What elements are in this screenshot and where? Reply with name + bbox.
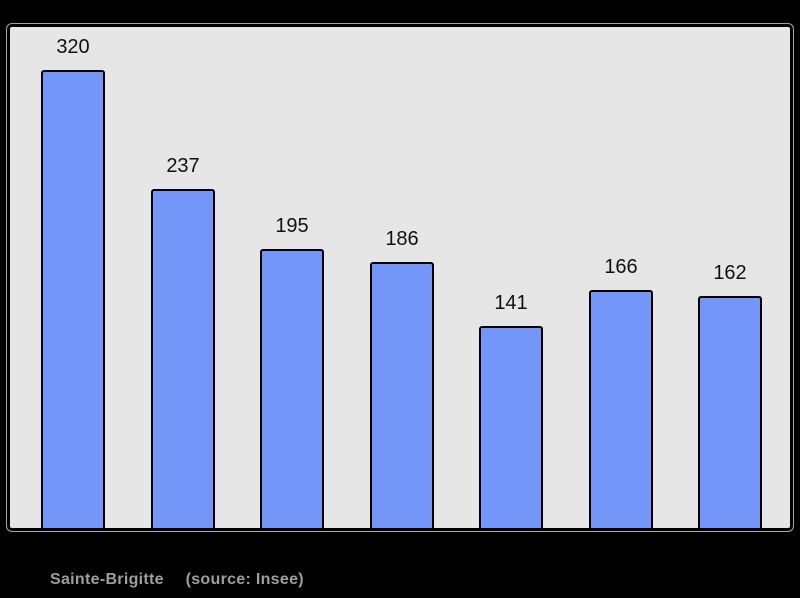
bar-value-label-3: 195 — [275, 215, 309, 237]
bar-value-label-1: 320 — [56, 36, 90, 58]
bar-value-label-2: 237 — [166, 155, 200, 177]
bar-4 — [370, 262, 434, 528]
bar-plot: 320 237 195 186 141 166 162 — [10, 27, 790, 528]
bar-7 — [698, 296, 762, 528]
caption: Sainte-Brigitte (source: Insee) — [50, 571, 304, 589]
bar-6 — [589, 290, 653, 528]
plot-area: 320 237 195 186 141 166 162 — [7, 24, 793, 531]
bar-value-label-5: 141 — [494, 292, 528, 314]
bar-3 — [260, 249, 324, 528]
bar-value-label-7: 162 — [713, 262, 747, 284]
bar-value-label-6: 166 — [604, 256, 638, 278]
bar-5 — [479, 326, 543, 528]
caption-source: (source: Insee) — [185, 571, 304, 588]
bar-1 — [41, 70, 105, 528]
bar-2 — [151, 189, 215, 528]
bar-value-label-4: 186 — [385, 228, 419, 250]
caption-commune-name: Sainte-Brigitte — [50, 571, 164, 588]
